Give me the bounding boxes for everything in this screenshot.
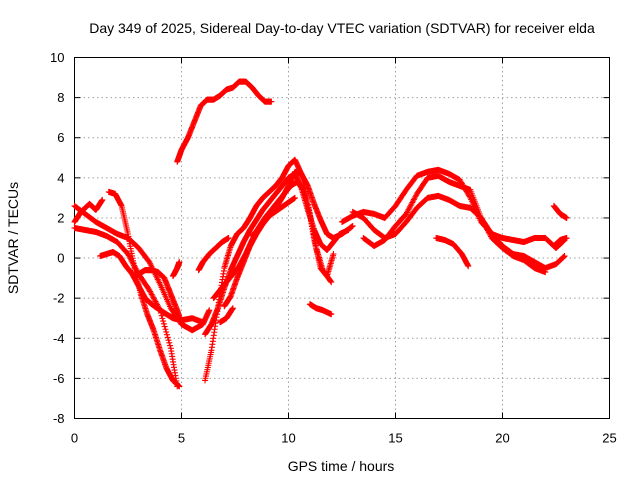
y-tick-label: -4	[53, 331, 65, 346]
data-point	[160, 320, 167, 327]
series-track-5	[105, 188, 183, 390]
data-point	[165, 337, 172, 344]
data-point	[229, 305, 236, 312]
series-track-1	[71, 196, 106, 225]
data-point	[176, 383, 183, 390]
series-track-10	[202, 156, 337, 384]
data-point	[206, 307, 213, 314]
series-track-15	[249, 194, 298, 239]
data-point	[161, 323, 168, 330]
series-track-18	[349, 192, 568, 272]
y-tick-label: 10	[50, 50, 64, 65]
data-point	[163, 331, 170, 338]
axis-ticks: -8 -6 -4 -2 0 2 4 6 8 10 0 5 10 15 20 25	[50, 50, 617, 446]
series-track-17	[339, 166, 568, 252]
y-tick-label: 0	[57, 251, 64, 266]
data-point	[465, 263, 472, 270]
x-tick-label: 5	[178, 431, 185, 446]
data-point	[162, 326, 169, 333]
series-track-3	[71, 202, 213, 334]
x-tick-label: 20	[495, 431, 509, 446]
y-axis-label: SDTVAR / TECUs	[5, 182, 21, 294]
y-tick-label: 8	[57, 90, 64, 105]
series-track-9	[195, 235, 232, 274]
data-point	[563, 235, 570, 241]
series-track-20	[433, 235, 472, 270]
chart-title: Day 349 of 2025, Sidereal Day-to-day VTE…	[89, 20, 595, 36]
data-point	[330, 251, 337, 258]
y-tick-label: 6	[57, 130, 64, 145]
x-tick-label: 25	[602, 431, 616, 446]
data-point	[178, 321, 185, 328]
y-tick-label: -6	[53, 371, 65, 386]
data-point	[542, 269, 549, 276]
series-track-16	[306, 301, 335, 318]
y-tick-label: -8	[53, 411, 65, 426]
data-point	[348, 223, 355, 230]
data-point	[164, 334, 171, 341]
series-track-19	[360, 172, 549, 276]
data-point	[166, 339, 173, 346]
data-point	[560, 254, 567, 261]
data-point	[328, 311, 335, 318]
data-point	[167, 342, 174, 349]
series-track-21	[550, 202, 570, 221]
y-tick-label: 2	[57, 210, 64, 225]
y-tick-label: 4	[57, 170, 64, 185]
data-point	[225, 235, 232, 241]
data-point	[327, 278, 334, 285]
data-points	[71, 78, 570, 390]
y-tick-label: -2	[53, 291, 65, 306]
series-track-22	[550, 235, 570, 250]
series-track-7	[169, 259, 183, 280]
data-point	[291, 194, 298, 201]
x-tick-label: 15	[388, 431, 402, 446]
x-axis-label: GPS time / hours	[288, 458, 395, 474]
data-point	[563, 214, 570, 221]
data-point	[199, 319, 206, 326]
data-point	[163, 328, 170, 335]
series-track-6	[135, 267, 185, 328]
data-point	[560, 253, 567, 260]
data-point	[159, 315, 166, 322]
data-point	[268, 98, 275, 105]
x-tick-label: 10	[281, 431, 295, 446]
data-point	[349, 222, 356, 229]
plot-frame	[74, 57, 610, 419]
series-track-14	[217, 305, 236, 326]
data-point	[160, 318, 167, 325]
series-track-4	[97, 249, 206, 326]
data-point	[328, 279, 335, 286]
series-track-8	[174, 78, 275, 165]
x-tick-label: 0	[71, 431, 78, 446]
data-point	[176, 259, 183, 266]
data-point	[99, 196, 106, 203]
data-point	[561, 253, 568, 260]
